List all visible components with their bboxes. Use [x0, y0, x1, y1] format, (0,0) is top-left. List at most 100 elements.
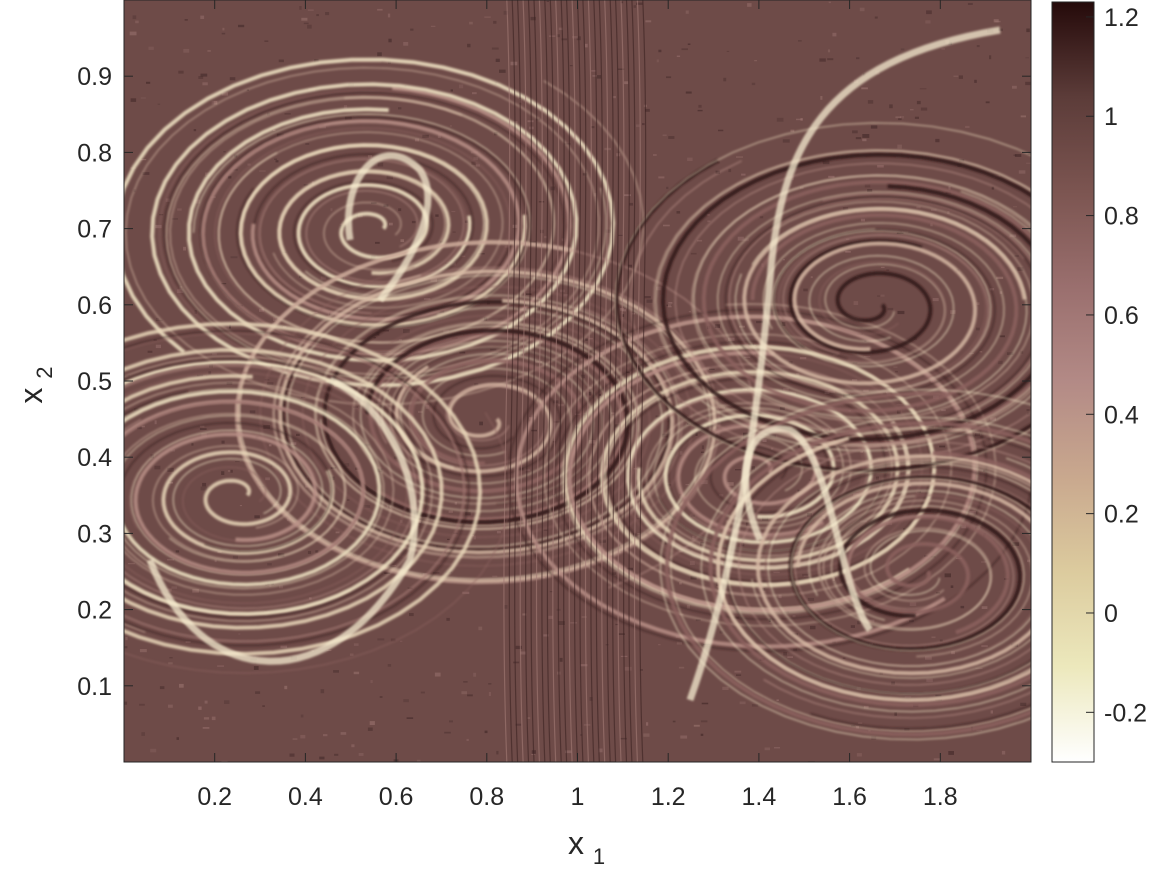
heatmap-ridge-line: [158, 59, 611, 383]
heatmap-ridge-line: [742, 207, 1027, 386]
heatmap-ridge-line: [664, 391, 1031, 737]
heatmap-texture-cell: [761, 588, 766, 591]
heatmap-texture-cell: [403, 329, 410, 334]
heatmap-texture-cell: [425, 405, 429, 409]
heatmap-texture-cell: [388, 60, 391, 64]
heatmap-texture-cell: [474, 383, 479, 386]
heatmap-texture-cell: [570, 622, 578, 624]
heatmap-texture-cell: [695, 619, 701, 622]
heatmap-texture-cell: [367, 727, 373, 731]
heatmap-texture-cell: [259, 170, 266, 172]
heatmap-texture-cell: [544, 235, 547, 239]
heatmap-texture-cell: [935, 694, 942, 697]
heatmap-texture-cell: [472, 92, 477, 95]
heatmap-texture-cell: [880, 266, 885, 268]
heatmap-texture-cell: [278, 59, 284, 63]
heatmap-texture-cell: [975, 667, 983, 669]
heatmap-texture-cell: [459, 84, 464, 89]
heatmap-texture-cell: [989, 288, 995, 291]
heatmap-texture-cell: [247, 163, 251, 166]
heatmap-texture-cell: [776, 117, 784, 122]
heatmap-texture-cell: [561, 38, 568, 41]
heatmap-texture-cell: [920, 434, 926, 436]
heatmap-texture-cell: [130, 98, 137, 102]
heatmap-texture-cell: [981, 645, 988, 648]
heatmap-texture-cell: [230, 469, 233, 473]
heatmap-texture-cell: [367, 155, 373, 158]
heatmap-texture-cell: [319, 756, 325, 760]
heatmap-texture-cell: [175, 550, 180, 553]
heatmap-texture-cell: [168, 481, 174, 484]
heatmap-texture-cell: [543, 634, 549, 637]
y-tick-label: 0.9: [77, 63, 112, 91]
heatmap-texture-cell: [635, 124, 640, 128]
heatmap-texture-cell: [668, 302, 673, 304]
colorbar-tick-label: 1: [1104, 103, 1118, 131]
colorbar-tick-label: 0: [1104, 600, 1118, 628]
heatmap-texture-cell: [471, 161, 476, 165]
heatmap-texture-cell: [807, 597, 815, 601]
heatmap-texture-cell: [617, 68, 625, 70]
heatmap-texture-cell: [687, 157, 693, 161]
heatmap-texture-cell: [787, 656, 793, 658]
heatmap-texture-cell: [538, 201, 545, 203]
heatmap-texture-cell: [614, 424, 622, 428]
heatmap-texture-cell: [268, 444, 272, 447]
heatmap-texture-cell: [370, 680, 373, 684]
x-tick-label: 1.2: [651, 783, 686, 811]
heatmap-ridge-line: [162, 91, 566, 379]
heatmap-texture-cell: [862, 138, 867, 142]
heatmap-texture-cell: [194, 310, 197, 314]
heatmap-texture-cell: [229, 77, 236, 81]
heatmap-texture-cell: [307, 24, 312, 29]
heatmap-texture-cell: [606, 459, 613, 464]
heatmap-texture-cell: [191, 443, 194, 446]
heatmap-texture-cell: [198, 706, 202, 710]
heatmap-texture-cell: [688, 310, 691, 313]
heatmap-texture-cell: [553, 420, 561, 423]
heatmap-texture-cell: [676, 211, 681, 214]
heatmap-texture-cell: [976, 327, 980, 331]
heatmap-texture-cell: [353, 671, 360, 675]
heatmap-texture-cell: [312, 311, 318, 314]
heatmap-separatrix-line: [601, 0, 609, 762]
heatmap-texture-cell: [292, 738, 298, 740]
heatmap-texture-cell: [629, 202, 634, 206]
heatmap-texture-cell: [403, 42, 409, 46]
heatmap-texture-cell: [662, 134, 667, 137]
heatmap-texture-cell: [776, 699, 779, 701]
colorbar-tick-label: 1.2: [1104, 4, 1139, 32]
heatmap-texture-cell: [527, 120, 534, 123]
heatmap-ridge-line: [728, 197, 1025, 394]
heatmap-texture-cell: [993, 19, 999, 23]
heatmap-texture-cell: [214, 559, 217, 563]
heatmap-texture-cell: [137, 426, 142, 430]
heatmap-texture-cell: [658, 176, 665, 179]
heatmap-texture-cell: [463, 681, 468, 683]
heatmap-texture-cell: [386, 175, 393, 180]
heatmap-texture-cell: [290, 442, 297, 445]
heatmap-texture-cell: [515, 645, 522, 650]
heatmap-texture-cell: [459, 351, 466, 354]
heatmap-texture-cell: [807, 513, 812, 517]
heatmap-texture-cell: [140, 97, 146, 99]
heatmap-ridge-line: [192, 113, 531, 328]
heatmap-texture-cell: [211, 716, 216, 721]
heatmap-texture-cell: [1018, 170, 1026, 174]
heatmap-texture-cell: [646, 722, 649, 726]
heatmap-texture-cell: [582, 173, 588, 176]
heatmap-texture-cell: [690, 252, 697, 255]
heatmap-texture-cell: [447, 538, 450, 540]
heatmap-ridge-line: [124, 388, 385, 616]
heatmap-texture-cell: [877, 295, 880, 297]
heatmap-texture-cell: [678, 666, 685, 669]
heatmap-texture-cell: [701, 702, 709, 705]
heatmap-texture-cell: [685, 91, 692, 94]
heatmap-texture-cell: [958, 75, 963, 79]
heatmap-ridge-line: [788, 239, 933, 355]
heatmap-texture-cell: [655, 286, 662, 291]
heatmap-texture-cell: [351, 744, 355, 748]
heatmap-texture-cell: [391, 564, 397, 566]
heatmap-ridge-line: [778, 233, 987, 390]
heatmap-texture-cell: [581, 616, 587, 618]
